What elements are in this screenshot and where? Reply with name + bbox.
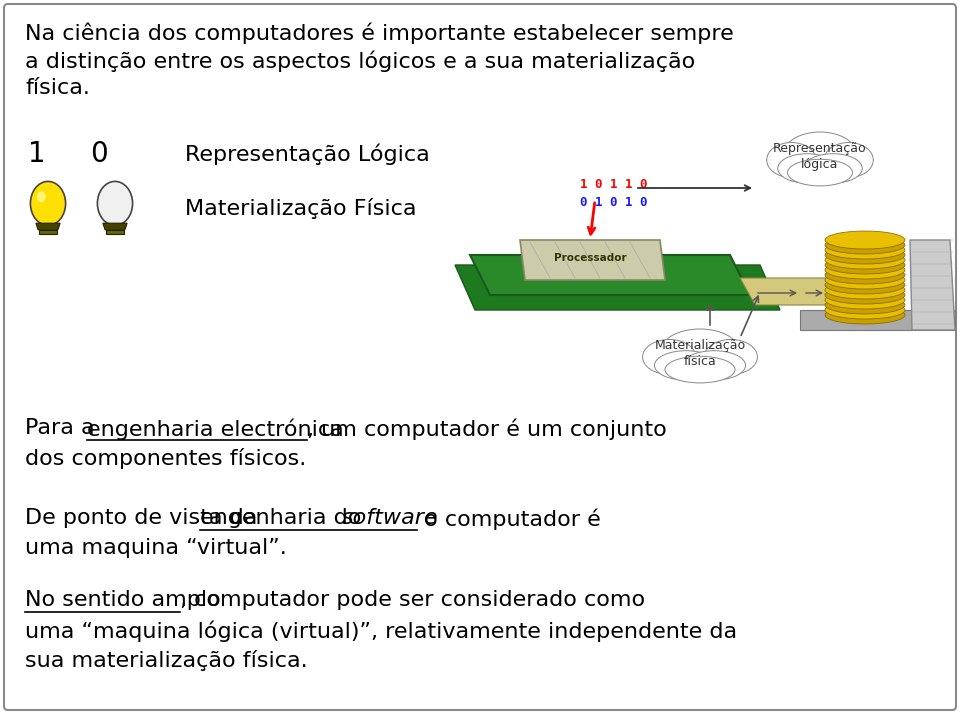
Text: engenharia do: engenharia do [200,508,369,528]
Ellipse shape [825,241,905,259]
Polygon shape [800,310,955,330]
Polygon shape [740,278,850,305]
Text: sua materialização física.: sua materialização física. [25,650,307,671]
Circle shape [843,234,848,239]
Ellipse shape [825,231,905,249]
Ellipse shape [825,301,905,319]
Polygon shape [910,240,955,330]
Text: , um computador é um conjunto: , um computador é um conjunto [307,418,667,440]
Text: Para a: Para a [25,418,102,438]
Ellipse shape [825,266,905,284]
Text: 0 1 0 1 0: 0 1 0 1 0 [580,196,647,209]
Ellipse shape [825,246,905,264]
Text: software: software [342,508,439,528]
Text: dos componentes físicos.: dos componentes físicos. [25,448,306,469]
Circle shape [862,233,868,238]
Polygon shape [103,223,127,230]
Ellipse shape [825,236,905,254]
Circle shape [858,241,862,245]
Text: física.: física. [25,78,90,98]
Polygon shape [36,223,60,230]
Ellipse shape [825,261,905,279]
Ellipse shape [825,271,905,289]
Text: uma “maquina lógica (virtual)”, relativamente independente da: uma “maquina lógica (virtual)”, relativa… [25,620,737,641]
Ellipse shape [825,276,905,294]
Polygon shape [455,265,780,310]
Ellipse shape [37,191,46,202]
Text: , computador pode ser considerado como: , computador pode ser considerado como [180,590,645,610]
Polygon shape [520,240,665,280]
Polygon shape [107,230,124,234]
Ellipse shape [705,339,757,375]
Ellipse shape [778,154,836,183]
Circle shape [873,234,877,238]
Ellipse shape [804,154,862,183]
Text: o computador é: o computador é [417,508,601,530]
Text: De ponto de vista da: De ponto de vista da [25,508,265,528]
Ellipse shape [661,329,738,371]
Ellipse shape [665,356,735,383]
Ellipse shape [825,286,905,304]
Text: a distinção entre os aspectos lógicos e a sua materialização: a distinção entre os aspectos lógicos e … [25,50,695,71]
Text: Materialização
física: Materialização física [655,339,746,368]
Text: Na ciência dos computadores é importante estabelecer sempre: Na ciência dos computadores é importante… [25,22,733,44]
Ellipse shape [655,351,717,380]
Circle shape [888,237,892,241]
Text: Processador: Processador [554,253,626,263]
Text: uma maquina “virtual”.: uma maquina “virtual”. [25,538,287,558]
Polygon shape [39,230,57,234]
Text: Representação Lógica: Representação Lógica [185,143,430,164]
Ellipse shape [825,251,905,269]
Text: 1 0 1 1 0: 1 0 1 1 0 [580,178,647,191]
Circle shape [877,236,882,241]
Ellipse shape [825,291,905,309]
Ellipse shape [825,281,905,299]
Ellipse shape [767,143,816,178]
Polygon shape [470,255,750,295]
Ellipse shape [97,181,132,226]
Text: Representação
lógica: Representação lógica [773,142,867,171]
Text: 0: 0 [90,140,108,168]
Ellipse shape [824,143,874,178]
Circle shape [882,241,887,246]
Ellipse shape [825,256,905,274]
Ellipse shape [825,296,905,314]
Circle shape [868,243,873,248]
Ellipse shape [31,181,65,226]
Text: engenharia electrónica: engenharia electrónica [87,418,344,440]
Ellipse shape [642,339,696,375]
Text: Materialização Física: Materialização Física [185,198,417,219]
Circle shape [837,239,843,244]
Ellipse shape [683,351,746,380]
Text: 1: 1 [28,140,46,168]
Text: No sentido amplo: No sentido amplo [25,590,221,610]
Circle shape [852,241,857,246]
FancyBboxPatch shape [4,4,956,710]
Ellipse shape [787,159,852,186]
Ellipse shape [784,132,855,174]
Ellipse shape [825,306,905,324]
